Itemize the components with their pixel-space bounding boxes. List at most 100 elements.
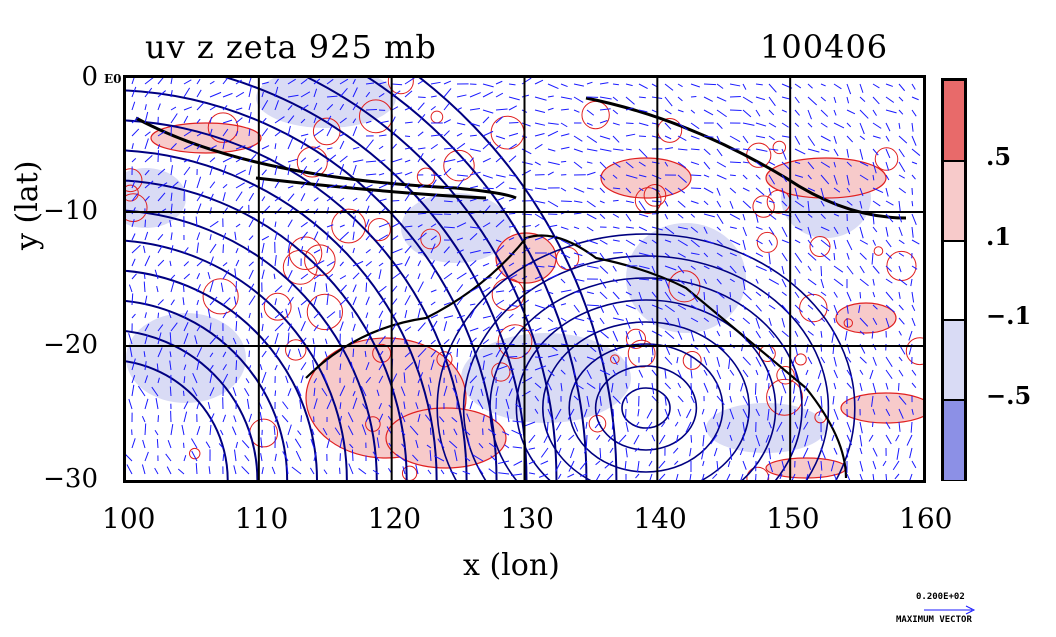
wind-vector xyxy=(456,272,467,280)
wind-vector xyxy=(285,308,289,319)
wind-vector xyxy=(664,317,671,326)
vorticity-negative-area xyxy=(706,403,826,453)
wind-vector xyxy=(560,146,570,150)
wind-vector xyxy=(241,466,250,475)
wind-vector xyxy=(586,330,595,333)
wind-vector xyxy=(170,165,173,176)
wind-vector xyxy=(196,155,201,163)
wind-vector xyxy=(805,473,809,480)
wind-vector xyxy=(417,414,421,423)
x-tick-label: 160 xyxy=(899,502,953,535)
wind-vector xyxy=(909,447,913,459)
height-contour xyxy=(126,209,378,480)
wind-vector xyxy=(560,317,567,322)
wind-vector xyxy=(183,273,191,280)
wind-vector xyxy=(547,274,559,280)
vorticity-contour xyxy=(799,293,828,323)
wind-vector xyxy=(402,466,406,475)
wind-vector xyxy=(495,156,503,163)
wind-vector xyxy=(617,434,627,444)
wind-vector xyxy=(755,330,761,339)
wind-vector xyxy=(833,122,845,129)
wind-vector xyxy=(768,161,776,166)
wind-vector xyxy=(523,421,536,427)
wind-vector xyxy=(443,167,452,176)
wind-vector xyxy=(222,128,229,137)
wind-vector xyxy=(872,265,880,274)
wind-vector xyxy=(209,387,215,397)
wind-vector xyxy=(169,332,172,345)
height-contour xyxy=(436,233,856,480)
wind-vector xyxy=(365,234,371,241)
wind-vector xyxy=(791,473,796,480)
wind-vector xyxy=(547,235,558,241)
wind-vector xyxy=(690,265,696,270)
wind-vector xyxy=(729,278,735,283)
wind-vector xyxy=(282,451,289,462)
colorbar-segment xyxy=(944,319,964,401)
wind-vector xyxy=(443,200,453,203)
wind-vector xyxy=(858,304,861,313)
wind-vector xyxy=(131,258,136,267)
wind-vector xyxy=(690,135,700,140)
wind-vector xyxy=(780,356,783,365)
wind-vector xyxy=(154,429,159,436)
wind-vector xyxy=(547,252,558,260)
wind-vector xyxy=(478,442,484,449)
wind-vector xyxy=(612,304,619,316)
wind-vector xyxy=(482,352,493,358)
wind-vector xyxy=(131,219,135,228)
wind-vector xyxy=(209,413,215,423)
wind-vector xyxy=(846,187,851,193)
wind-vector xyxy=(664,291,672,302)
wind-vector xyxy=(378,310,384,319)
vorticity-contour xyxy=(766,378,803,416)
wind-vector xyxy=(547,408,553,421)
wind-vector xyxy=(872,278,875,286)
wind-vector xyxy=(871,395,874,407)
wind-vector xyxy=(235,107,243,111)
wind-vector xyxy=(779,473,783,480)
wind-vector xyxy=(820,330,823,338)
wind-vector xyxy=(703,265,710,270)
wind-vector xyxy=(716,356,721,367)
wind-vector xyxy=(312,359,315,371)
wind-vector xyxy=(209,364,214,371)
wind-vector xyxy=(167,439,172,449)
wind-vector xyxy=(482,286,491,293)
wind-vector xyxy=(677,122,688,131)
wind-vector xyxy=(196,144,201,150)
wind-vector xyxy=(131,143,134,150)
wind-vector xyxy=(716,330,721,337)
wind-vector xyxy=(846,239,853,251)
wind-vector xyxy=(646,408,653,419)
wind-vector xyxy=(334,427,341,436)
vorticity-negative-area xyxy=(626,223,746,333)
wind-vector xyxy=(638,200,646,211)
wind-vector xyxy=(677,135,687,142)
wind-vector xyxy=(508,368,515,371)
wind-vector xyxy=(599,278,607,289)
wind-vector xyxy=(894,473,900,480)
wind-vector xyxy=(803,421,809,430)
wind-vector xyxy=(430,359,435,371)
colorbar-tick-label: −.1 xyxy=(986,301,1032,331)
wind-vector xyxy=(378,262,384,267)
wind-vector xyxy=(911,148,921,156)
wind-vector xyxy=(729,252,737,257)
wind-vector xyxy=(885,395,890,402)
wind-vector xyxy=(469,92,481,98)
y-axis-label: y (lat) xyxy=(10,160,45,250)
wind-vector xyxy=(710,434,718,445)
wind-vector xyxy=(326,224,334,228)
wind-vector xyxy=(469,122,481,127)
wind-vector xyxy=(352,284,357,293)
wind-vector xyxy=(703,161,711,170)
wind-vector xyxy=(625,278,632,287)
wind-vector xyxy=(417,102,425,111)
height-contour xyxy=(418,78,618,480)
wind-vector xyxy=(625,174,638,179)
wind-vector xyxy=(287,125,291,137)
wind-vector xyxy=(625,317,631,329)
wind-vector xyxy=(378,81,387,85)
